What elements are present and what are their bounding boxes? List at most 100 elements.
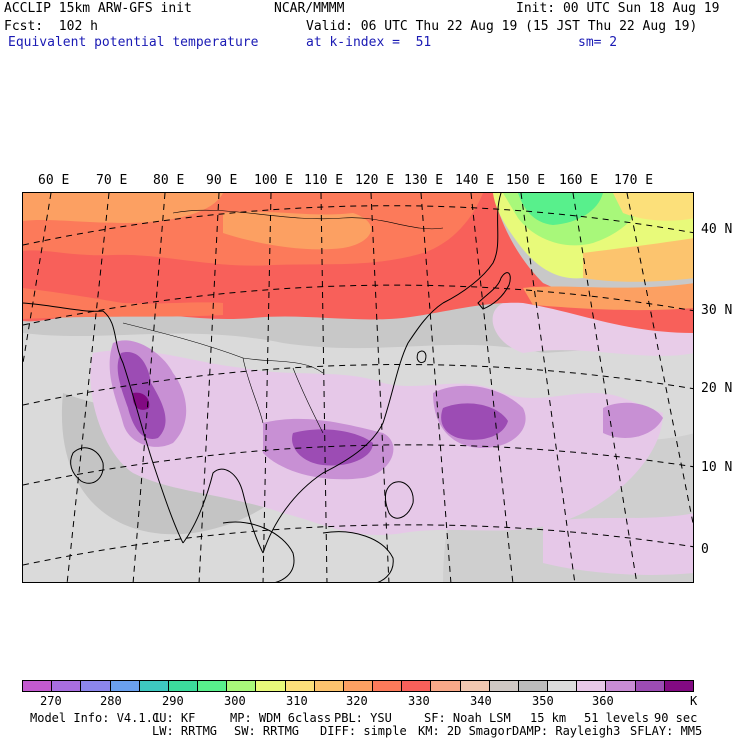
colorbar-swatch xyxy=(198,681,228,691)
coastline xyxy=(23,302,184,544)
border-line xyxy=(292,367,324,434)
coastline xyxy=(222,521,295,582)
lat-label: 30 N xyxy=(701,303,733,318)
coastline xyxy=(262,302,444,554)
colorbar-swatch xyxy=(635,681,665,691)
japan-outline xyxy=(477,272,511,310)
longitude-line xyxy=(626,193,693,526)
colorbar-tick-label: 310 xyxy=(286,694,308,708)
colorbar-tick-label: 350 xyxy=(532,694,554,708)
lon-label: 130 E xyxy=(404,173,444,188)
border-line xyxy=(242,357,264,424)
longwave-scheme: LW: RRTMG xyxy=(152,724,218,738)
colorbar-swatch xyxy=(664,681,693,691)
coastlines xyxy=(23,193,511,582)
lavender-region xyxy=(543,513,693,575)
lat-label: 10 N xyxy=(701,460,733,475)
darkest-purple-region xyxy=(132,392,150,410)
colorbar-swatch xyxy=(489,681,519,691)
cool-region xyxy=(583,238,693,282)
colorbar-swatch xyxy=(606,681,636,691)
colorbar-swatch xyxy=(139,681,169,691)
purple-region xyxy=(603,402,663,438)
lon-label: 90 E xyxy=(206,173,238,188)
border-line xyxy=(122,322,324,374)
border-line xyxy=(172,209,444,230)
organization-label: NCAR/MMMM xyxy=(274,1,345,16)
warm-band xyxy=(23,193,223,223)
colorbar-tick-label: 360 xyxy=(592,694,614,708)
deep-purple-region xyxy=(441,403,508,440)
lon-label: 110 E xyxy=(304,173,344,188)
lon-label: 100 E xyxy=(254,173,294,188)
init-time: Init: 00 UTC Sun 18 Aug 19 xyxy=(516,1,720,16)
colorbar-tick-label: 290 xyxy=(162,694,184,708)
colorbar-swatch xyxy=(431,681,461,691)
colorbar-swatch xyxy=(460,681,490,691)
coastline xyxy=(322,531,394,582)
colorbar-swatch xyxy=(518,681,549,691)
km-option: KM: 2D Smagor xyxy=(418,724,512,738)
lon-label: 120 E xyxy=(355,173,395,188)
field-name: Equivalent potential temperature xyxy=(8,35,259,50)
pbl-scheme: PBL: YSU xyxy=(334,711,392,725)
lon-label: 170 E xyxy=(614,173,654,188)
colorbar-swatch xyxy=(314,681,344,691)
colorbar-swatch xyxy=(548,681,578,691)
borders xyxy=(122,209,444,434)
cool-region xyxy=(613,193,693,221)
time-step: 90 sec xyxy=(654,711,698,725)
forecast-hour: Fcst: 102 h xyxy=(4,19,98,34)
colorbar-tick-label: 330 xyxy=(408,694,430,708)
colorbar-swatch xyxy=(402,681,432,691)
cumulus-scheme: CU: KF xyxy=(152,711,196,725)
lon-label: 60 E xyxy=(38,173,70,188)
coastline xyxy=(442,193,502,304)
lat-label: 20 N xyxy=(701,381,733,396)
colorbar-swatch xyxy=(52,681,82,691)
colorbar-swatch xyxy=(227,681,257,691)
color-bar xyxy=(22,680,694,692)
smoothing-label: sm= 2 xyxy=(578,35,618,50)
colorbar-tick-label: 300 xyxy=(224,694,246,708)
colorbar-swatch xyxy=(110,681,140,691)
lon-label: 160 E xyxy=(559,173,599,188)
coastline xyxy=(70,447,104,484)
colorbar-swatch xyxy=(81,681,111,691)
taiwan-outline xyxy=(416,350,427,364)
model-info: Model Info: V4.1.1 xyxy=(30,711,161,725)
deep-purple-region xyxy=(292,429,373,466)
coastline xyxy=(182,468,264,554)
colorbar-swatch xyxy=(577,681,607,691)
colorbar-swatch xyxy=(373,681,403,691)
longitude-line xyxy=(572,193,638,582)
map-panel xyxy=(22,192,694,583)
surface-layer-option: SFLAY: MM5 xyxy=(630,724,703,738)
grid-resolution: 15 km xyxy=(530,711,567,725)
shortwave-scheme: SW: RRTMG xyxy=(234,724,300,738)
warm-band xyxy=(223,211,372,250)
vertical-levels: 51 levels xyxy=(584,711,650,725)
lon-label: 70 E xyxy=(96,173,128,188)
diffusion-option: DIFF: simple xyxy=(320,724,407,738)
colorbar-tick-label: 340 xyxy=(470,694,492,708)
colorbar-swatch xyxy=(285,681,315,691)
model-title: ACCLIP 15km ARW-GFS init xyxy=(4,1,192,16)
colorbar-tick-label: 270 xyxy=(40,694,62,708)
lon-label: 80 E xyxy=(153,173,185,188)
longitude-lines xyxy=(23,193,693,582)
level-index: at k-index = 51 xyxy=(306,35,432,50)
valid-time: Valid: 06 UTC Thu 22 Aug 19 (15 JST Thu … xyxy=(306,19,698,34)
colorbar-tick-label: 320 xyxy=(346,694,368,708)
microphysics-scheme: MP: WDM 6class xyxy=(230,711,332,725)
colorbar-tick-label: 280 xyxy=(100,694,122,708)
surface-scheme: SF: Noah LSM xyxy=(424,711,511,725)
warm-band xyxy=(23,288,223,319)
colorbar-unit: K xyxy=(690,694,698,708)
lon-label: 140 E xyxy=(455,173,495,188)
philippines-outline xyxy=(385,481,414,519)
colorbar-swatch xyxy=(168,681,199,691)
colorbar-swatch xyxy=(23,681,53,691)
lon-label: 150 E xyxy=(506,173,546,188)
colorbar-swatch xyxy=(343,681,374,691)
